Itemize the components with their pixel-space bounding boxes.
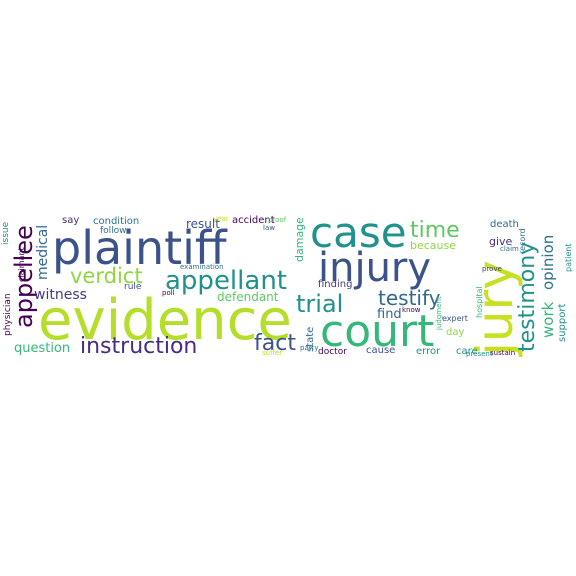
word-trial: trial <box>296 290 344 318</box>
word-doctor: doctor <box>318 347 347 357</box>
word-testify: testify <box>378 286 441 310</box>
word-give: give <box>489 235 513 248</box>
word-claim: claim <box>500 245 519 253</box>
word-appellant: appellant <box>165 266 287 296</box>
word-proof: proof <box>268 216 287 224</box>
word-say: say <box>62 215 80 226</box>
word-day: day <box>446 327 465 338</box>
word-claimant: claimant <box>17 247 26 282</box>
word-present: present <box>466 350 493 358</box>
word-find: find <box>377 307 402 322</box>
word-opinion: opinion <box>539 234 557 290</box>
word-law: law <box>263 224 275 232</box>
word-evidence: evidence <box>38 288 292 353</box>
word-hospital: hospital <box>475 286 484 318</box>
word-damage: damage <box>293 217 306 262</box>
word-error: error <box>416 346 441 357</box>
word-death: death <box>490 219 519 230</box>
word-court: court <box>320 306 435 357</box>
word-finding: finding <box>318 279 353 290</box>
word-physician: physician <box>3 293 13 336</box>
word-accident: accident <box>232 215 275 226</box>
word-care: care <box>456 346 478 357</box>
word-result: result <box>186 217 220 231</box>
word-rule: rule <box>124 282 142 292</box>
word-condition: condition <box>93 216 140 227</box>
word-question: question <box>14 341 71 356</box>
word-patient: patient <box>564 243 573 272</box>
word-know: know <box>402 306 421 314</box>
word-party: party <box>300 344 319 352</box>
word-poll: poll <box>162 289 175 297</box>
word-defendant: defendant <box>217 290 279 304</box>
word-year: year <box>213 215 229 223</box>
word-cause: cause <box>366 345 396 356</box>
word-time: time <box>410 218 460 243</box>
word-suffer: suffer <box>262 349 283 357</box>
word-work: work <box>539 301 557 338</box>
word-instruction: instruction <box>80 334 198 359</box>
word-medical: medical <box>35 224 51 280</box>
word-because: because <box>410 239 457 252</box>
word-sustain: sustain <box>490 349 516 357</box>
word-fact: fact <box>254 331 296 356</box>
word-witness: witness <box>34 287 87 303</box>
word-follow: follow <box>100 226 127 236</box>
word-testimony: testimony <box>515 241 540 352</box>
word-support: support <box>557 303 568 342</box>
word-verdict: verdict <box>70 264 143 288</box>
word-prove: prove <box>482 265 502 273</box>
word-injury: injury <box>318 245 432 291</box>
word-issue: issue <box>1 221 11 245</box>
word-expert: expert <box>442 314 468 323</box>
word-case: case <box>310 208 407 257</box>
word-plaintiff: plaintiff <box>52 221 227 275</box>
word-record: record <box>518 228 527 254</box>
word-examination: examination <box>180 263 224 271</box>
